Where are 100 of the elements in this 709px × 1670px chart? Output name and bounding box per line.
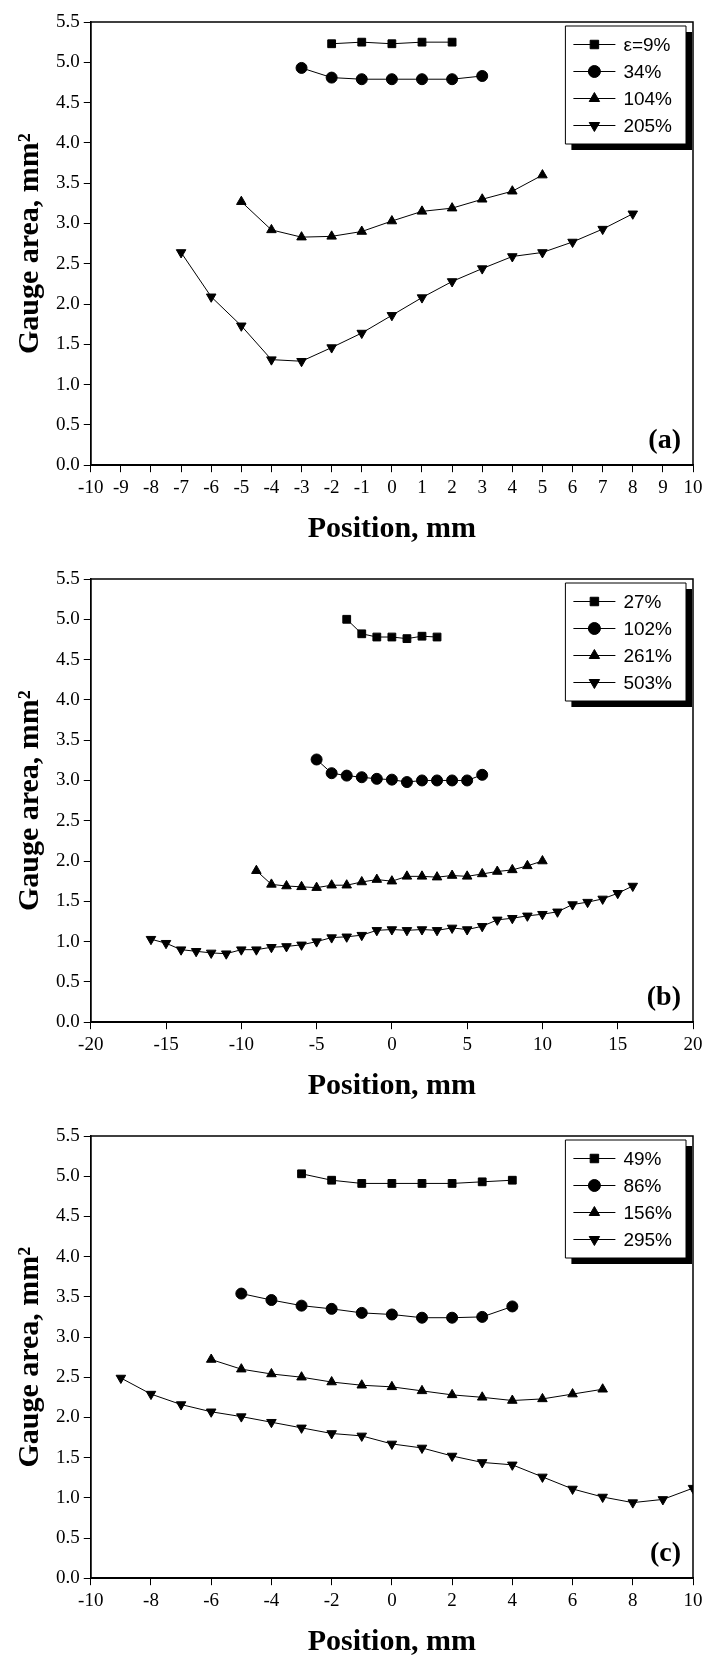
y-axis-title: Gauge area, mm²: [10, 690, 44, 912]
point: [446, 1452, 458, 1462]
point: [507, 915, 518, 925]
x-tick-label: 8: [628, 475, 638, 497]
point: [446, 924, 458, 934]
point: [295, 1299, 308, 1312]
point: [627, 210, 639, 220]
y-tick-label: 4.0: [56, 687, 80, 709]
annotation: (a): [648, 423, 681, 455]
point: [446, 73, 459, 86]
point: [597, 225, 608, 236]
point: [537, 910, 548, 921]
point: [296, 941, 307, 951]
point: [537, 855, 548, 865]
point: [386, 312, 398, 322]
legend-label: ε=9%: [623, 33, 671, 55]
y-tick-label: 4.5: [56, 647, 80, 669]
point: [311, 938, 322, 948]
x-tick-label: 4: [507, 1588, 518, 1610]
point: [476, 1459, 488, 1469]
x-tick-label: -2: [323, 475, 340, 497]
point: [266, 356, 277, 366]
x-tick-label: -3: [293, 475, 310, 497]
point: [281, 943, 292, 953]
point: [236, 1363, 247, 1373]
legend-label: 503%: [623, 671, 673, 693]
point: [386, 215, 398, 225]
point: [190, 948, 202, 958]
point: [446, 202, 458, 212]
x-tick-label: -5: [308, 1032, 325, 1054]
point: [582, 898, 593, 909]
point: [236, 1413, 247, 1423]
point: [370, 772, 383, 785]
point: [401, 927, 413, 937]
legend-label: 102%: [623, 617, 673, 639]
point: [236, 946, 247, 956]
y-tick-label: 4.0: [56, 130, 80, 152]
x-tick-label: 4: [507, 475, 518, 497]
x-tick-label: 6: [567, 1588, 578, 1610]
y-tick-label: 4.0: [56, 1244, 80, 1266]
point: [506, 1300, 519, 1313]
point: [416, 1384, 428, 1395]
x-tick-label: -4: [263, 1588, 280, 1610]
legend-label: 27%: [623, 590, 662, 612]
point: [385, 773, 398, 786]
y-tick-label: 3.0: [56, 768, 80, 790]
x-tick-label: 1: [417, 475, 427, 497]
point: [507, 253, 518, 263]
x-tick-label: -10: [78, 475, 104, 497]
y-tick-label: 3.0: [56, 1324, 80, 1346]
point: [537, 1392, 548, 1403]
point: [326, 1430, 337, 1440]
point: [417, 631, 427, 641]
point: [492, 916, 503, 926]
point: [175, 946, 187, 956]
x-tick-label: -10: [78, 1588, 104, 1610]
y-tick-label: 0.0: [56, 1010, 80, 1032]
point: [355, 1306, 368, 1319]
x-tick-label: 15: [608, 1032, 628, 1054]
point: [235, 1287, 248, 1300]
legend-label: 156%: [623, 1201, 673, 1223]
x-tick-label: -4: [263, 475, 280, 497]
x-tick-label: 2: [447, 475, 457, 497]
point: [356, 1432, 368, 1442]
point: [357, 629, 367, 639]
point: [251, 946, 262, 956]
y-tick-label: 2.5: [56, 251, 80, 273]
point: [567, 901, 578, 911]
point: [476, 768, 489, 781]
x-tick-label: 8: [628, 1588, 638, 1610]
y-tick-label: 5.0: [56, 50, 80, 72]
point: [371, 927, 383, 937]
point: [447, 37, 457, 47]
point: [597, 895, 608, 905]
point: [385, 73, 398, 86]
point: [431, 927, 443, 937]
legend-label: 34%: [623, 60, 662, 82]
legend-label: 295%: [623, 1228, 673, 1250]
point: [205, 1353, 217, 1363]
x-tick-label: 3: [477, 475, 487, 497]
point: [416, 294, 428, 304]
x-axis-title: Position, mm: [307, 509, 477, 543]
point: [145, 935, 157, 946]
point: [477, 1177, 487, 1187]
point: [326, 344, 337, 354]
x-tick-label: 10: [683, 475, 703, 497]
point: [295, 61, 308, 74]
x-tick-label: 20: [683, 1032, 703, 1054]
point: [446, 278, 458, 288]
x-tick-label: -10: [228, 1032, 254, 1054]
y-tick-label: 1.0: [56, 1485, 80, 1507]
point: [417, 1179, 427, 1188]
point: [327, 39, 337, 49]
point: [327, 1175, 337, 1185]
y-tick-label: 0.0: [56, 1566, 80, 1588]
point: [446, 1388, 458, 1399]
point: [657, 1496, 669, 1506]
y-tick-label: 3.5: [56, 171, 80, 193]
y-axis-title: Gauge area, mm²: [10, 133, 44, 355]
point: [386, 1440, 398, 1450]
